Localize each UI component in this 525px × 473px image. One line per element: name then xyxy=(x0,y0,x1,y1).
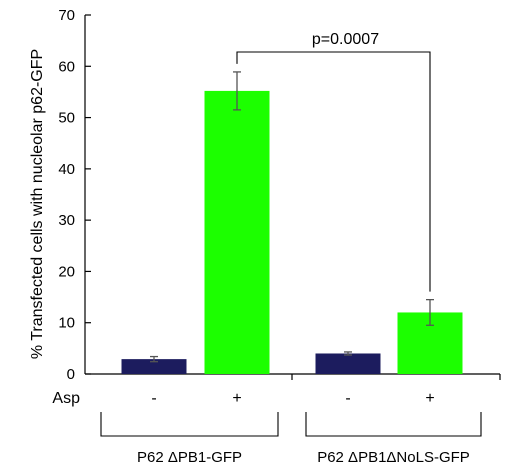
y-tick-label: 30 xyxy=(58,212,75,229)
treatment-label: - xyxy=(345,390,350,407)
treatment-label: + xyxy=(232,390,241,407)
y-tick-label: 70 xyxy=(58,7,75,24)
p-value-label: p=0.0007 xyxy=(312,31,379,48)
treatment-label: - xyxy=(151,390,156,407)
y-tick-label: 50 xyxy=(58,110,75,127)
bar xyxy=(204,90,270,374)
bar xyxy=(121,359,187,374)
y-tick-label: 20 xyxy=(58,263,75,280)
x-axis-labels: - + P62 ΔPB1-GFP - + P62 ΔPB1ΔNoLS-GFP Asp xyxy=(52,390,482,466)
treatment-label: + xyxy=(425,390,434,407)
y-tick-label: 40 xyxy=(58,161,75,178)
y-tick-label: 0 xyxy=(67,366,75,383)
bars-layer xyxy=(121,90,463,374)
group-label: P62 ΔPB1ΔNoLS-GFP xyxy=(317,449,470,466)
group-label: P62 ΔPB1-GFP xyxy=(137,449,242,466)
y-axis-title: % Transfected cells with nucleolar p62-G… xyxy=(29,49,46,359)
error-bars-layer xyxy=(150,71,434,363)
group-bracket xyxy=(100,412,279,437)
y-tick-label: 10 xyxy=(58,315,75,332)
bar xyxy=(315,353,381,374)
group-bracket xyxy=(305,412,482,437)
significance-bracket: p=0.0007 xyxy=(236,31,431,292)
treatment-row-label: Asp xyxy=(52,390,80,407)
y-tick-label: 60 xyxy=(58,58,75,75)
bracket-line xyxy=(236,51,431,292)
